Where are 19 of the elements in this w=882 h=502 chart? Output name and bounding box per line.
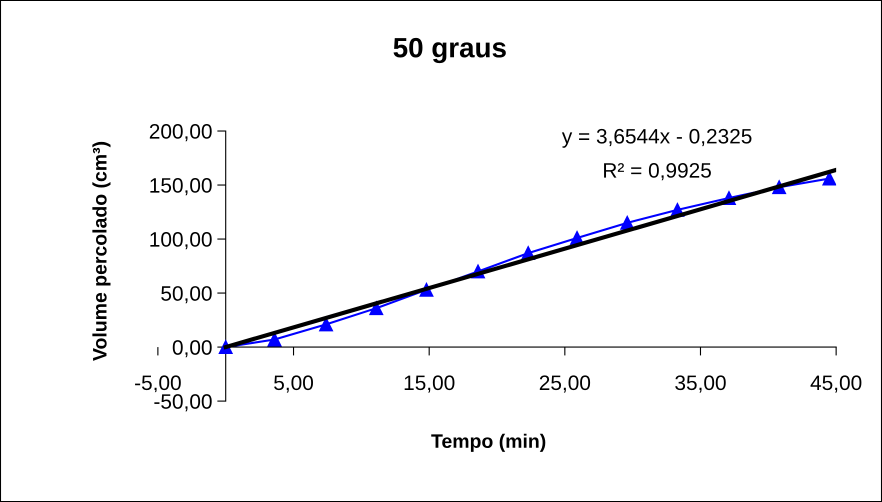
y-tick-label: 0,00 — [172, 340, 212, 358]
y-axis-title: Volume percolado (cm³) — [92, 142, 110, 361]
y-tick-label: 200,00 — [150, 124, 212, 142]
point — [268, 332, 282, 346]
x-tick-label: 15,00 — [404, 375, 454, 393]
annotation: R² = 0,9925 — [604, 163, 711, 180]
chart-title: 50 graus — [394, 38, 506, 64]
y-tick-label: 100,00 — [150, 232, 212, 250]
x-axis-title: Tempo (min) — [431, 434, 546, 452]
x-tick-label: 25,00 — [540, 375, 590, 393]
x-tick-label: 5,00 — [274, 375, 313, 393]
point — [822, 172, 836, 186]
annotation: y = 3,6544x - 0,2325 — [562, 128, 752, 148]
x-tick-label: 45,00 — [810, 375, 862, 393]
y-tick-label: -50,00 — [154, 394, 212, 412]
y-tick-label: 150,00 — [150, 178, 212, 196]
x-tick-label: -5,00 — [135, 375, 181, 393]
x-tick-label: 35,00 — [675, 375, 726, 393]
y-tick-label: 50,00 — [161, 286, 212, 304]
